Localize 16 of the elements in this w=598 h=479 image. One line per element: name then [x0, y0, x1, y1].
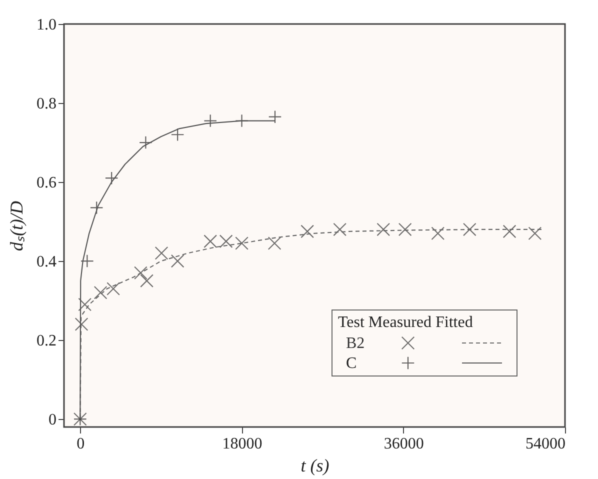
x-axis-title: t (s): [300, 456, 330, 476]
x-tick-label: 18000: [222, 436, 262, 452]
y-tick-label: 0.2: [36, 332, 56, 350]
y-tick-label: 1.0: [36, 16, 56, 34]
y-tick-label: 0.4: [36, 254, 56, 271]
text: C: [346, 355, 357, 372]
x-tick-label: 0: [76, 436, 85, 452]
y-axis-title: dₛ(t)/D: [6, 201, 26, 251]
x-tick-label: 54000: [526, 436, 566, 452]
y-tick-label: 0: [48, 412, 56, 429]
legend-label: B2: [346, 335, 365, 352]
legend-title: Test Measured Fitted: [338, 314, 473, 331]
line-series: [80, 120, 276, 420]
x-tick-label: 36000: [384, 436, 424, 452]
y-tick-label: 0.6: [36, 174, 56, 192]
y-tick-label: 0.8: [36, 96, 56, 113]
